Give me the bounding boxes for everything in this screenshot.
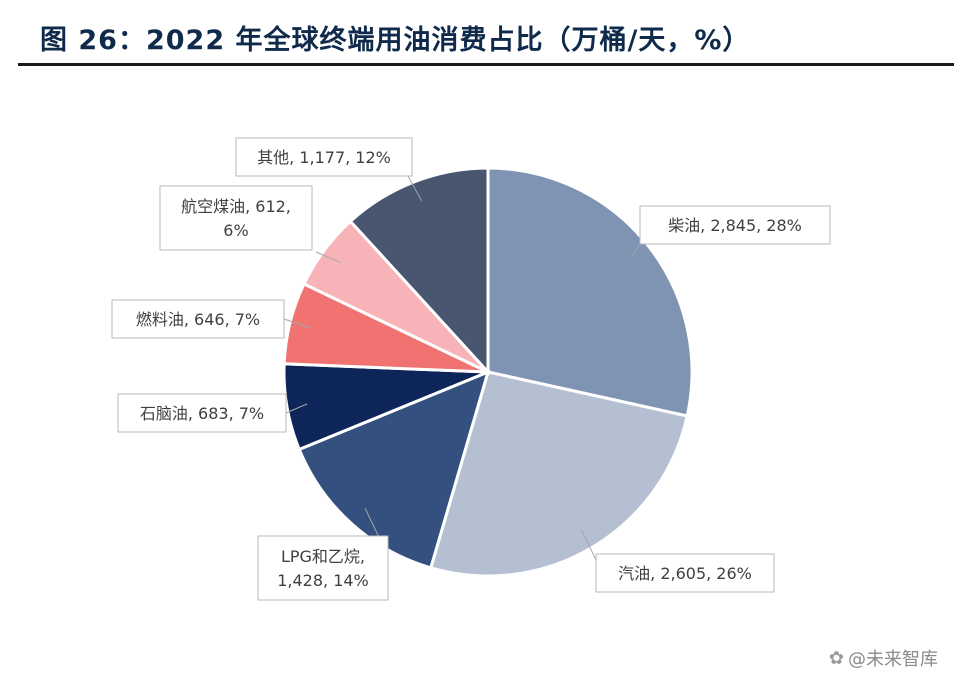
watermark-text: @未来智库 [848,649,938,670]
watermark: ✿ @未来智库 [829,645,938,671]
label-box-4 [117,393,287,433]
label-box-2 [595,553,775,593]
pie-slice-7 [348,166,490,376]
data-label-5-line-1: 燃料油, 646, 7% [136,310,260,329]
label-box-1 [639,205,831,245]
leader-line-4 [285,403,308,414]
data-label-2-line-1: 汽油, 2,605, 26% [618,564,752,583]
pie-slice-3 [297,369,491,570]
label-box-6 [159,185,313,251]
pie-slices [282,166,694,578]
paw-icon: ✿ [828,647,844,669]
leader-line-2 [581,529,597,561]
label-box-3 [257,535,389,601]
data-label-6-line-1: 航空煤油, 612, [181,197,291,216]
label-box-7 [235,137,413,177]
leader-line-6 [315,251,341,264]
data-label-6-line-2: 6% [223,221,248,240]
label-box-5 [111,299,285,339]
data-label-4-line-1: 石脑油, 683, 7% [140,404,264,423]
leader-line-1 [630,243,641,258]
title-divider [18,63,954,66]
data-label-3-line-1: LPG和乙烷, [281,547,365,566]
data-label-3-line-2: 1,428, 14% [277,571,369,590]
pie-slice-2 [428,370,689,578]
data-label-7-line-1: 其他, 1,177, 12% [257,148,391,167]
leader-line-5 [283,318,310,329]
leader-line-7 [407,175,423,202]
chart-title: 图 26：2022 年全球终端用油消费占比（万桶/天，%） [40,25,751,56]
data-label-1-line-1: 柴油, 2,845, 28% [668,216,802,235]
slice-labels: 柴油, 2,845, 28% 汽油, 2,605, 26% LPG和乙烷, 1,428… [111,137,831,601]
